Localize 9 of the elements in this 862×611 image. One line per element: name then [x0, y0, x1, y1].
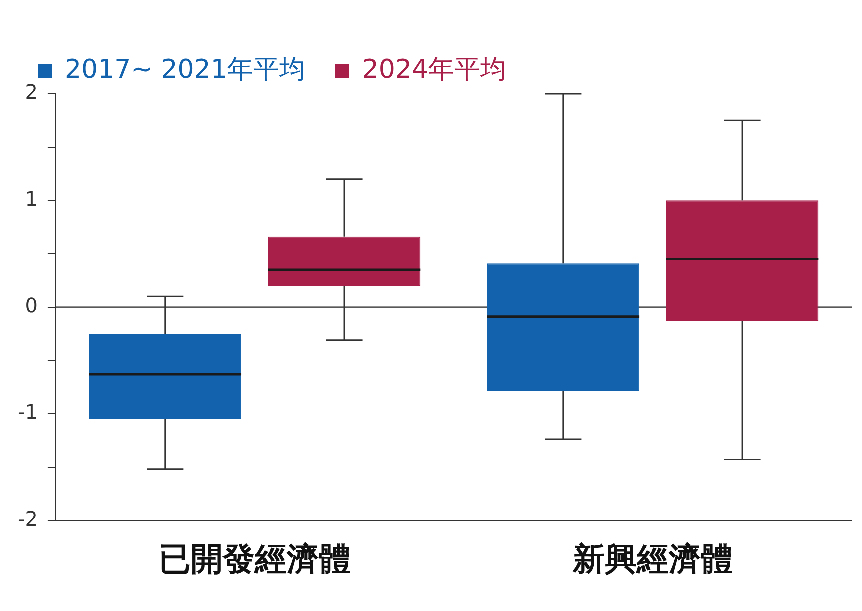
x-tick-label: 新興經濟體 — [572, 540, 733, 578]
y-tick-label: -1 — [18, 400, 38, 424]
x-tick-label: 已開發經濟體 — [158, 540, 351, 578]
y-tick-label: 1 — [25, 186, 38, 211]
y-tick-label: -2 — [18, 506, 38, 531]
legend-label: 2024年平均 — [362, 54, 507, 85]
legend-label: 2017~ 2021年平均 — [65, 54, 306, 85]
y-tick-label: 0 — [25, 294, 38, 318]
y-tick-label: 2 — [25, 80, 38, 104]
